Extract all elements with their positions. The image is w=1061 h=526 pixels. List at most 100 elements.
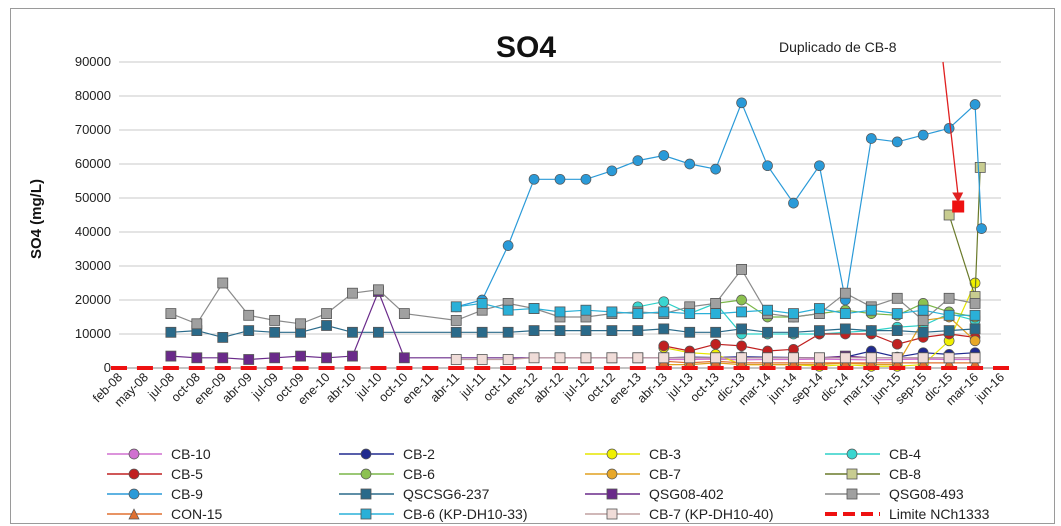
data-point — [373, 284, 384, 296]
data-point — [976, 223, 987, 234]
data-point — [891, 325, 903, 337]
data-point — [762, 352, 773, 364]
data-point — [917, 304, 929, 316]
x-tick-label: abr-13 — [634, 370, 669, 405]
data-point — [528, 352, 540, 364]
annotation-arrow-line — [942, 61, 959, 197]
data-point — [554, 173, 566, 185]
data-point — [846, 448, 858, 460]
series — [952, 200, 965, 213]
legend-label: CB-6 (KP-DH10-33) — [403, 506, 527, 522]
y-tick-label: 30000 — [75, 258, 111, 273]
legend-item: CB-8 — [825, 466, 921, 482]
data-point — [865, 133, 877, 144]
data-point — [398, 308, 410, 320]
data-point — [658, 306, 670, 318]
highlight-point — [952, 200, 965, 213]
legend-label: Limite NCh1333 — [889, 506, 990, 522]
data-point — [360, 448, 372, 460]
legend-item: QSG08-493 — [825, 486, 964, 502]
data-point — [476, 354, 488, 365]
data-point — [450, 314, 462, 326]
legend-item: CB-2 — [339, 446, 435, 462]
data-point — [128, 468, 140, 480]
data-point — [295, 350, 306, 362]
data-point — [606, 448, 618, 460]
annotation-arrow — [942, 61, 964, 203]
data-point — [321, 320, 332, 331]
data-point — [969, 323, 981, 335]
series-line — [456, 101, 983, 308]
data-point — [684, 326, 696, 338]
data-point — [347, 326, 358, 338]
data-point — [632, 308, 644, 320]
data-point — [710, 326, 722, 338]
data-point — [788, 352, 799, 364]
chart-title: SO4 — [496, 31, 556, 64]
legend-label: CB-4 — [889, 446, 921, 462]
data-point — [269, 352, 281, 364]
legend-item: CB-10 — [107, 446, 211, 462]
data-point — [606, 306, 618, 318]
x-tick-label: abr-12 — [531, 370, 566, 405]
x-tick-label: oct-13 — [687, 370, 721, 404]
data-point — [891, 292, 903, 304]
data-point — [502, 354, 514, 365]
data-point — [736, 306, 747, 318]
data-point — [658, 352, 670, 364]
data-point — [969, 99, 981, 110]
legend-label: CB-7 — [649, 466, 681, 482]
data-point — [502, 304, 514, 316]
data-point — [846, 468, 858, 480]
data-point — [736, 294, 747, 306]
legend-label: CB-6 — [403, 466, 435, 482]
data-point — [658, 150, 670, 161]
data-point — [684, 158, 696, 170]
data-point — [373, 326, 384, 338]
y-tick-label: 20000 — [75, 292, 111, 307]
data-point — [554, 325, 566, 337]
data-point — [762, 160, 773, 172]
data-point — [606, 325, 618, 337]
y-tick-label: 0 — [104, 360, 111, 375]
legend-item: QSG08-402 — [585, 486, 724, 502]
annotation-arrow-head — [952, 192, 964, 203]
legend-label: CB-7 (KP-DH10-40) — [649, 506, 773, 522]
data-point — [580, 173, 592, 185]
data-point — [943, 122, 955, 134]
x-tick-label: abr-11 — [428, 370, 463, 405]
data-point — [943, 209, 955, 221]
data-point — [360, 508, 372, 520]
data-point — [128, 488, 140, 500]
data-point — [917, 314, 929, 326]
data-point — [128, 448, 140, 460]
data-point — [736, 97, 747, 109]
y-tick-label: 60000 — [75, 156, 111, 171]
legend-label: QSCSG6-237 — [403, 486, 490, 502]
data-point — [606, 508, 618, 520]
data-point — [736, 263, 747, 275]
data-point — [476, 297, 488, 309]
data-point — [217, 331, 229, 343]
data-point — [710, 163, 721, 175]
data-point — [606, 352, 618, 364]
y-tick-label: 40000 — [75, 224, 111, 239]
legend-label: CB-10 — [171, 446, 211, 462]
data-point — [606, 488, 618, 500]
data-point — [658, 340, 670, 352]
data-point — [839, 287, 851, 299]
data-point — [684, 352, 696, 364]
data-point — [891, 136, 903, 148]
data-point — [450, 326, 462, 338]
legend-item: CB-5 — [107, 466, 203, 482]
plot-series — [111, 61, 1009, 372]
data-point — [632, 352, 644, 364]
y-axis-label: SO4 (mg/L) — [28, 179, 45, 259]
series — [450, 352, 981, 365]
data-point — [450, 354, 462, 365]
series — [165, 320, 981, 343]
legend-item: CB-7 — [585, 466, 681, 482]
legend-label: CB-5 — [171, 466, 203, 482]
data-point — [839, 308, 851, 320]
data-point — [814, 325, 825, 337]
